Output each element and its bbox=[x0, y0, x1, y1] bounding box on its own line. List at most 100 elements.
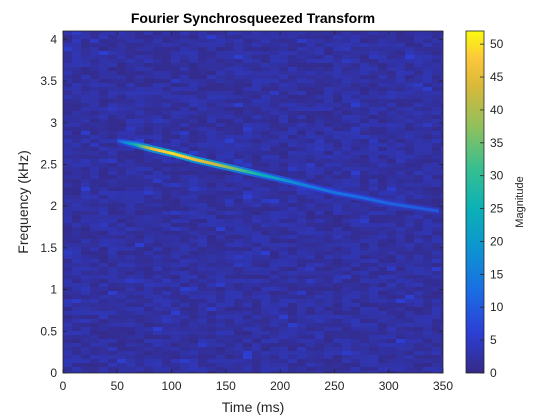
ridge-cell bbox=[277, 177, 281, 181]
noise-cell bbox=[423, 199, 432, 203]
noise-cell bbox=[387, 131, 396, 135]
noise-cell bbox=[153, 187, 162, 191]
noise-cell bbox=[207, 279, 216, 283]
noise-cell bbox=[198, 287, 207, 291]
noise-cell bbox=[324, 147, 333, 151]
noise-cell bbox=[207, 39, 216, 43]
ridge-cell bbox=[338, 192, 342, 196]
ridge-cell bbox=[297, 180, 300, 183]
noise-cell bbox=[369, 147, 378, 151]
noise-cell bbox=[360, 123, 369, 127]
noise-cell bbox=[207, 95, 216, 99]
noise-cell bbox=[171, 107, 180, 111]
noise-cell bbox=[135, 187, 144, 191]
noise-cell bbox=[441, 167, 443, 171]
noise-cell bbox=[405, 303, 414, 307]
noise-cell bbox=[216, 243, 225, 247]
noise-cell bbox=[297, 111, 306, 115]
noise-cell bbox=[72, 187, 81, 191]
noise-cell bbox=[153, 315, 162, 319]
noise-cell bbox=[270, 343, 279, 347]
noise-cell bbox=[144, 319, 153, 323]
noise-cell bbox=[198, 39, 207, 43]
noise-cell bbox=[108, 67, 117, 71]
noise-cell bbox=[126, 287, 135, 291]
noise-cell bbox=[72, 63, 81, 67]
noise-cell bbox=[72, 91, 81, 95]
noise-cell bbox=[342, 115, 351, 119]
noise-cell bbox=[171, 119, 180, 123]
noise-cell bbox=[297, 51, 306, 55]
noise-cell bbox=[297, 155, 306, 159]
noise-cell bbox=[432, 247, 441, 251]
noise-cell bbox=[72, 219, 81, 223]
ridge-cell bbox=[230, 166, 233, 170]
noise-cell bbox=[396, 183, 405, 187]
noise-cell bbox=[324, 371, 333, 373]
plot-area bbox=[62, 30, 444, 374]
noise-cell bbox=[234, 307, 243, 311]
noise-cell bbox=[306, 179, 315, 183]
noise-cell bbox=[81, 47, 90, 51]
noise-cell bbox=[72, 371, 81, 373]
noise-cell bbox=[207, 167, 216, 171]
ridge-cell bbox=[384, 204, 387, 207]
noise-cell bbox=[189, 83, 198, 87]
noise-cell bbox=[153, 335, 162, 339]
noise-cell bbox=[405, 323, 414, 327]
ridge-cell bbox=[178, 156, 181, 159]
noise-cell bbox=[171, 267, 180, 271]
noise-cell bbox=[315, 215, 324, 219]
noise-cell bbox=[279, 63, 288, 67]
noise-cell bbox=[144, 355, 153, 359]
noise-cell bbox=[306, 91, 315, 95]
noise-cell bbox=[126, 351, 135, 355]
noise-cell bbox=[396, 215, 405, 219]
noise-cell bbox=[351, 331, 360, 335]
noise-cell bbox=[306, 239, 315, 243]
noise-cell bbox=[243, 223, 252, 227]
noise-cell bbox=[432, 335, 441, 339]
ridge-cell bbox=[416, 209, 420, 212]
noise-cell bbox=[306, 247, 315, 251]
ridge-cell bbox=[249, 168, 253, 172]
noise-cell bbox=[369, 283, 378, 287]
noise-cell bbox=[378, 35, 387, 39]
noise-cell bbox=[333, 55, 342, 59]
noise-cell bbox=[81, 351, 90, 355]
noise-cell bbox=[252, 119, 261, 123]
noise-cell bbox=[144, 131, 153, 135]
noise-cell bbox=[387, 75, 396, 79]
ridge-cell bbox=[264, 172, 268, 175]
noise-cell bbox=[387, 351, 396, 355]
noise-cell bbox=[279, 91, 288, 95]
noise-cell bbox=[108, 43, 117, 47]
noise-cell bbox=[126, 67, 135, 71]
noise-cell bbox=[144, 291, 153, 295]
noise-cell bbox=[297, 59, 306, 63]
noise-cell bbox=[441, 235, 443, 239]
noise-cell bbox=[297, 123, 306, 127]
noise-cell bbox=[90, 195, 99, 199]
noise-cell bbox=[126, 175, 135, 179]
noise-cell bbox=[441, 147, 443, 151]
noise-cell bbox=[153, 91, 162, 95]
noise-cell bbox=[144, 63, 153, 67]
noise-cell bbox=[315, 131, 324, 135]
noise-cell bbox=[324, 31, 333, 35]
ridge-cell bbox=[236, 165, 240, 169]
ridge-cell bbox=[332, 188, 335, 192]
noise-cell bbox=[423, 47, 432, 51]
noise-cell bbox=[324, 171, 333, 175]
noise-cell bbox=[333, 295, 342, 299]
noise-cell bbox=[216, 355, 225, 359]
ridge-cell bbox=[293, 179, 296, 182]
noise-cell bbox=[198, 71, 207, 75]
noise-cell bbox=[279, 199, 288, 203]
noise-cell bbox=[270, 163, 279, 167]
noise-cell bbox=[297, 43, 306, 47]
noise-cell bbox=[351, 43, 360, 47]
noise-cell bbox=[243, 55, 252, 59]
noise-cell bbox=[153, 271, 162, 275]
noise-cell bbox=[117, 107, 126, 111]
